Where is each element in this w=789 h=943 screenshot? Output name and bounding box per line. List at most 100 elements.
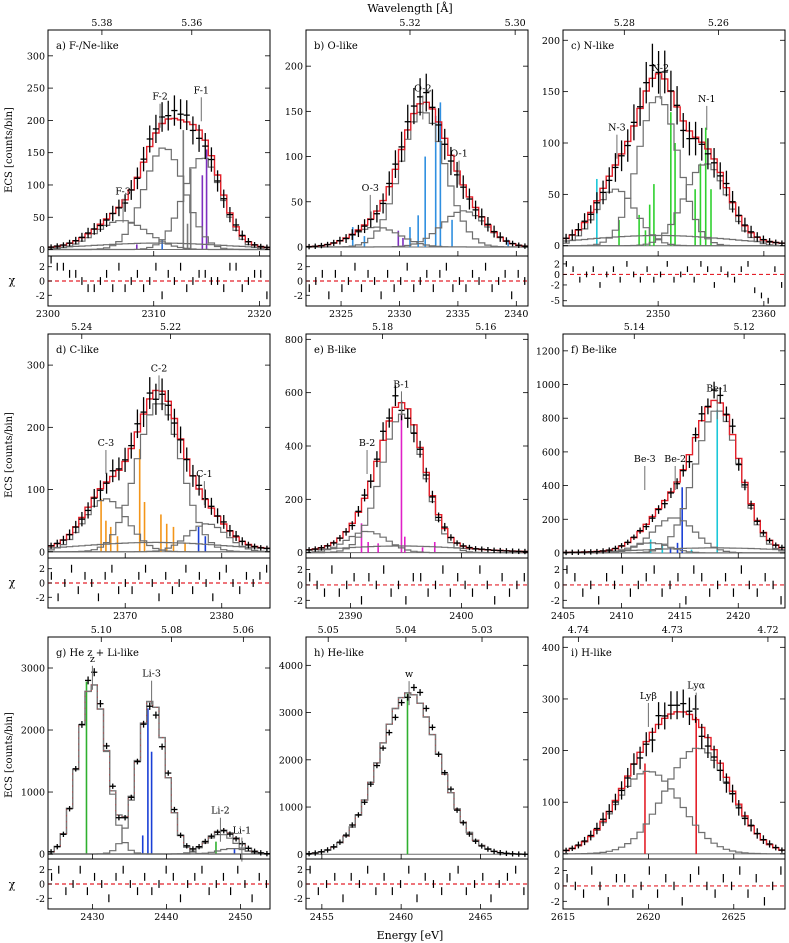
x-tick-label: 2455 bbox=[310, 912, 334, 923]
panel-e: 0 200 400 600 800 5.18 5.16 e) B-like B-1 B-2 -2 0 2… bbox=[285, 322, 529, 622]
y-tick-label: 0 bbox=[39, 850, 45, 861]
y-tick-label: 0 bbox=[39, 245, 45, 256]
y-tick-label: 3000 bbox=[21, 664, 45, 675]
top-wavelength-label: Wavelength [Å] bbox=[367, 1, 452, 15]
y-tick-label: 2000 bbox=[21, 726, 45, 737]
x-tick-label: 2465 bbox=[468, 912, 492, 923]
component-curve bbox=[563, 96, 785, 247]
residual-frame bbox=[562, 858, 786, 910]
total-model-curve bbox=[306, 101, 528, 248]
panel-title: a) F-/Ne-like bbox=[56, 41, 119, 52]
x-tick-label: 2420 bbox=[726, 611, 750, 622]
total-model-curve bbox=[306, 692, 528, 855]
x-tick-label: 2325 bbox=[329, 309, 353, 320]
wl-tick-label: 5.14 bbox=[624, 322, 645, 333]
y-tick-label: 0 bbox=[554, 548, 560, 559]
total-model-curve bbox=[306, 402, 528, 553]
component-curve bbox=[563, 542, 785, 554]
resid-tick-label: 0 bbox=[39, 277, 45, 288]
residual-frame bbox=[305, 557, 529, 609]
resid-tick-label: 2 bbox=[39, 564, 45, 575]
component-curve bbox=[48, 242, 270, 249]
y-tick-label: 50 bbox=[33, 213, 45, 224]
wl-tick-label: 4.73 bbox=[662, 625, 683, 636]
peak-label: Lyβ bbox=[640, 691, 658, 702]
y-tick-label: 1000 bbox=[21, 788, 45, 799]
y-tick-label: 200 bbox=[285, 62, 303, 73]
y-tick-label: 50 bbox=[548, 190, 560, 201]
residual-frame bbox=[562, 255, 786, 307]
y-tick-label: 400 bbox=[542, 481, 560, 492]
wl-tick-label: 5.05 bbox=[318, 625, 339, 636]
component-curve bbox=[563, 234, 785, 244]
x-tick-label: 2430 bbox=[80, 912, 104, 923]
y-tick-label: 600 bbox=[285, 388, 303, 399]
peak-label: C-1 bbox=[196, 469, 213, 480]
resid-tick-label: 2 bbox=[297, 262, 303, 273]
ylabel-row-2: ECS [counts/bin] bbox=[4, 412, 15, 498]
y-tick-label: 250 bbox=[27, 84, 45, 95]
x-tick-label: 2310 bbox=[142, 309, 166, 320]
component-curve bbox=[563, 410, 785, 554]
peak-label: N-3 bbox=[608, 123, 626, 134]
peak-label: C-3 bbox=[98, 438, 115, 449]
resid-tick-label: 2 bbox=[554, 565, 560, 576]
panel-c: 0 50 100 150 200 5.28 5.26 c) N-like N-3 N-2 N-1 -5… bbox=[542, 18, 786, 320]
y-tick-label: 200 bbox=[27, 423, 45, 434]
x-tick-label: 2335 bbox=[446, 309, 470, 320]
peak-label: N-2 bbox=[651, 63, 669, 74]
wl-tick-label: 5.26 bbox=[708, 18, 729, 29]
resid-tick-label: -2 bbox=[294, 894, 303, 905]
y-tick-label: 200 bbox=[542, 515, 560, 526]
y-tick-label: 4000 bbox=[279, 661, 303, 672]
peak-label: Li-3 bbox=[142, 669, 161, 680]
peak-label: N-1 bbox=[698, 94, 716, 105]
wl-tick-label: 5.36 bbox=[181, 18, 202, 29]
y-tick-label: 1000 bbox=[536, 380, 560, 391]
panel-a: 0 50 100 150 200 250 300 5.38 5.36 a) F-/Ne-like F… bbox=[27, 18, 272, 320]
x-tick-label: 2405 bbox=[551, 611, 575, 622]
wl-tick-label: 5.10 bbox=[91, 625, 112, 636]
wl-tick-label: 5.08 bbox=[161, 625, 182, 636]
wl-tick-label: 4.74 bbox=[568, 625, 589, 636]
panel-f: 0 200 400 600 800 1000 1200 5.14 5.12 f) Be-like B… bbox=[536, 322, 786, 622]
y-tick-label: 100 bbox=[542, 139, 560, 150]
x-tick-label: 2340 bbox=[504, 309, 528, 320]
wl-tick-label: 5.18 bbox=[372, 322, 393, 333]
x-tick-label: 2440 bbox=[154, 912, 178, 923]
resid-tick-label: -2 bbox=[294, 596, 303, 607]
x-tick-label: 2625 bbox=[722, 912, 746, 923]
y-tick-label: 300 bbox=[542, 694, 560, 705]
resid-label-row-3: χ bbox=[9, 878, 16, 891]
wl-tick-label: 5.03 bbox=[471, 625, 492, 636]
y-tick-label: 800 bbox=[542, 414, 560, 425]
resid-tick-label: 0 bbox=[297, 880, 303, 891]
x-tick-label: 2450 bbox=[228, 912, 252, 923]
panel-h: 0 1000 2000 3000 4000 5.05 5.04 5.03 h) He-like w… bbox=[279, 625, 529, 923]
panel-title: h) He-like bbox=[314, 648, 364, 659]
y-tick-label: 100 bbox=[27, 485, 45, 496]
main-frame bbox=[305, 29, 529, 257]
wl-tick-label: 5.16 bbox=[475, 322, 496, 333]
y-tick-label: 0 bbox=[297, 548, 303, 559]
x-tick-label: 2350 bbox=[646, 309, 670, 320]
peak-label: Be-2 bbox=[664, 454, 686, 465]
panel-b: 0 50 100 150 200 5.32 5.30 b) O-like O-3 O-2 O-1 -2… bbox=[285, 18, 529, 320]
peak-label: F-2 bbox=[152, 92, 167, 103]
panel-title: c) N-like bbox=[571, 41, 614, 52]
peak-label: C-2 bbox=[151, 363, 168, 374]
resid-tick-label: -2 bbox=[36, 291, 45, 302]
y-tick-label: 300 bbox=[27, 361, 45, 372]
resid-tick-label: -2 bbox=[551, 596, 560, 607]
y-tick-label: 0 bbox=[39, 547, 45, 558]
peak-label: F-1 bbox=[194, 85, 209, 96]
component-curve bbox=[48, 848, 270, 855]
y-tick-label: 200 bbox=[542, 746, 560, 757]
residual-frame bbox=[562, 557, 786, 609]
panel-title: b) O-like bbox=[314, 41, 358, 52]
component-curve bbox=[48, 541, 270, 550]
resid-tick-label: 2 bbox=[554, 259, 560, 270]
y-tick-label: 2000 bbox=[279, 755, 303, 766]
resid-tick-label: -2 bbox=[36, 894, 45, 905]
